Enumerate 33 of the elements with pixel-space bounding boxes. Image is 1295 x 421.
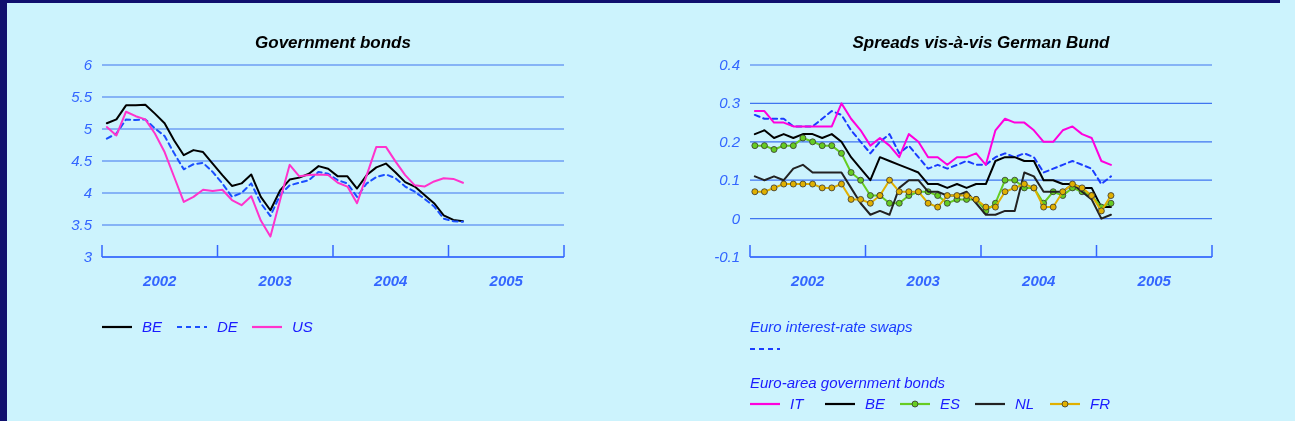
legend-label: BE (865, 395, 886, 412)
x-tick-label: 2004 (373, 272, 409, 289)
x-tick-label: 2002 (790, 272, 826, 289)
y-tick-label: -0.1 (714, 248, 740, 265)
y-tick-label: 0.3 (719, 94, 741, 112)
legend-label: FR (1090, 395, 1111, 412)
legend-label: DE (217, 318, 239, 335)
legend-label: NL (1015, 395, 1035, 412)
x-tick-label: 2003 (905, 272, 941, 289)
y-tick-label: 6 (83, 56, 93, 73)
x-tick-label: 2005 (488, 272, 524, 289)
legend-label: BE (142, 318, 163, 335)
x-tick-label: 2005 (1136, 272, 1172, 289)
chart-title: Government bonds (255, 33, 411, 52)
legend-title: Euro-area government bonds (750, 374, 946, 391)
y-tick-label: 3.5 (71, 216, 93, 233)
y-tick-label: 0.4 (719, 56, 740, 73)
y-tick-label: 0.2 (719, 132, 741, 150)
x-tick-label: 2003 (257, 272, 293, 289)
legend-label: ES (940, 395, 961, 412)
x-tick-label: 2002 (142, 272, 178, 289)
y-tick-label: 5.5 (71, 88, 93, 105)
y-tick-label: 0 (731, 209, 741, 227)
y-tick-label: 0.1 (719, 171, 740, 189)
legend-label: IT (790, 395, 806, 412)
y-tick-label: 3 (83, 248, 93, 265)
legend-label: US (292, 318, 313, 335)
x-tick-label: 2004 (1021, 272, 1057, 289)
text: Euro interest-rate swaps (750, 318, 914, 335)
y-tick-label: 4 (83, 184, 92, 201)
y-tick-label: 5 (83, 120, 93, 137)
y-tick-label: 4.5 (71, 152, 93, 169)
chart-title: Spreads vis-à-vis German Bund (852, 33, 1111, 52)
